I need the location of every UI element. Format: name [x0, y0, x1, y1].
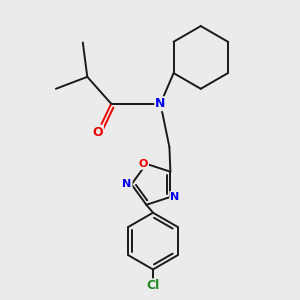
Text: N: N [122, 179, 132, 189]
Text: N: N [170, 192, 179, 202]
Text: Cl: Cl [146, 279, 160, 292]
Text: N: N [155, 97, 166, 110]
Text: O: O [139, 159, 148, 169]
Text: O: O [92, 126, 103, 139]
